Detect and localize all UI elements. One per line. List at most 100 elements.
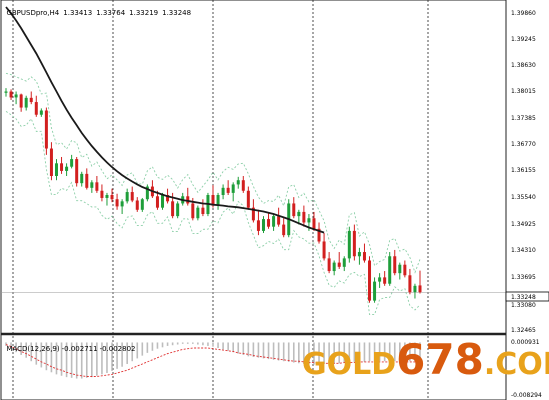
- candle-bearish: [115, 193, 119, 210]
- macd-axis-bottom-label: -0.008294: [511, 392, 542, 399]
- candle-body: [85, 173, 89, 188]
- candle-bearish: [201, 199, 205, 217]
- candle-bearish: [302, 205, 306, 227]
- price-tick-label: 1.39860: [511, 10, 536, 17]
- candle-bearish: [155, 190, 159, 210]
- candle-bearish: [60, 156, 64, 174]
- candle-body: [49, 148, 53, 176]
- candle-body: [352, 230, 356, 257]
- candle-body: [347, 230, 351, 259]
- candle-body: [65, 166, 69, 171]
- candle-body: [171, 201, 175, 217]
- macd-main-value: -0.002711: [61, 345, 98, 353]
- candle-body: [135, 200, 139, 210]
- candle-body: [408, 275, 412, 293]
- macd-indicator: [5, 342, 421, 379]
- price-tick-label: 1.34310: [511, 247, 536, 254]
- price-tick-label: 1.36770: [511, 141, 536, 148]
- price-tick-label: 1.33080: [511, 302, 536, 309]
- candle-body: [378, 277, 382, 282]
- candle-bearish: [322, 233, 326, 261]
- candle-bullish: [297, 209, 301, 225]
- candle-body: [302, 211, 306, 223]
- candle-body: [216, 195, 220, 206]
- chart-header: GBPUSDpro,H4 1.33413 1.33764 1.33219 1.33248: [2, 1, 195, 17]
- candle-body: [418, 285, 422, 293]
- candle-body: [110, 195, 114, 200]
- candle-body: [297, 211, 301, 217]
- moving-average-line: [5, 6, 325, 234]
- candle-body: [403, 264, 407, 276]
- candle-bearish: [135, 197, 139, 212]
- chart-frame: [0, 0, 507, 400]
- high-value: 1.33764: [96, 9, 126, 17]
- upper-envelope-band: [5, 72, 421, 274]
- candle-body: [19, 94, 23, 108]
- candle-bearish: [95, 175, 99, 193]
- watermark-part3: .COM: [483, 347, 549, 382]
- candle-body: [312, 218, 316, 229]
- candle-body: [211, 195, 215, 206]
- price-tick-label: 1.34925: [511, 221, 536, 228]
- current-price-box: [505, 291, 549, 302]
- candle-body: [145, 186, 149, 200]
- envelope-bands: [5, 72, 421, 315]
- candle-bullish: [373, 277, 377, 303]
- symbol-label: GBPUSDpro,H4: [6, 9, 60, 17]
- candle-body: [413, 285, 417, 293]
- candle-body: [241, 180, 245, 191]
- candle-body: [246, 190, 250, 208]
- candle-body: [277, 216, 281, 225]
- candle-body: [44, 110, 48, 149]
- price-tick-label: 1.36155: [511, 167, 536, 174]
- candle-bearish: [317, 222, 321, 244]
- candle-body: [39, 110, 43, 115]
- candle-body: [267, 219, 271, 227]
- candle-bearish: [362, 243, 366, 263]
- candle-bearish: [226, 180, 230, 196]
- candle-body: [186, 196, 190, 204]
- candle-body: [166, 195, 170, 202]
- candle-bearish: [29, 91, 33, 105]
- candle-body: [75, 159, 79, 184]
- candle-bullish: [231, 182, 235, 202]
- candle-bearish: [110, 188, 114, 203]
- candle-bullish: [125, 188, 129, 204]
- candle-bearish: [100, 184, 104, 202]
- macd-signal-line: [5, 344, 420, 377]
- candle-body: [368, 260, 372, 301]
- candle-bearish: [403, 260, 407, 278]
- candle-body: [231, 184, 235, 193]
- open-value: 1.33413: [63, 9, 93, 17]
- candle-body: [282, 224, 286, 236]
- candle-bullish: [120, 199, 124, 215]
- macd-name: MACD(12,26,9): [6, 345, 60, 353]
- candle-bullish: [65, 163, 69, 176]
- candle-body: [115, 199, 119, 207]
- lower-envelope-band: [5, 111, 421, 315]
- candle-bullish: [342, 256, 346, 272]
- candle-body: [327, 258, 331, 272]
- candle-body: [24, 97, 28, 108]
- candle-bullish: [145, 184, 149, 202]
- candle-bearish: [327, 252, 331, 274]
- candle-body: [29, 97, 33, 103]
- watermark-part2: 678: [396, 335, 484, 384]
- candle-body: [362, 252, 366, 261]
- candle-body: [236, 180, 240, 185]
- candle-bearish: [49, 142, 53, 181]
- candle-body: [256, 220, 260, 231]
- candle-bearish: [85, 168, 89, 190]
- candle-bullish: [105, 192, 109, 206]
- moving-average-curve: [5, 6, 325, 234]
- candle-body: [357, 252, 361, 257]
- candle-bullish: [216, 192, 220, 210]
- candle-bullish: [378, 273, 382, 288]
- candle-body: [292, 203, 296, 217]
- price-axis: 1.39860 1.39245 1.38630 1.38015 1.37385 …: [505, 10, 549, 399]
- candle-body: [100, 190, 104, 198]
- candle-bearish: [393, 249, 397, 276]
- candle-bullish: [196, 205, 200, 221]
- watermark-logo: GOLD678.COM: [302, 339, 549, 381]
